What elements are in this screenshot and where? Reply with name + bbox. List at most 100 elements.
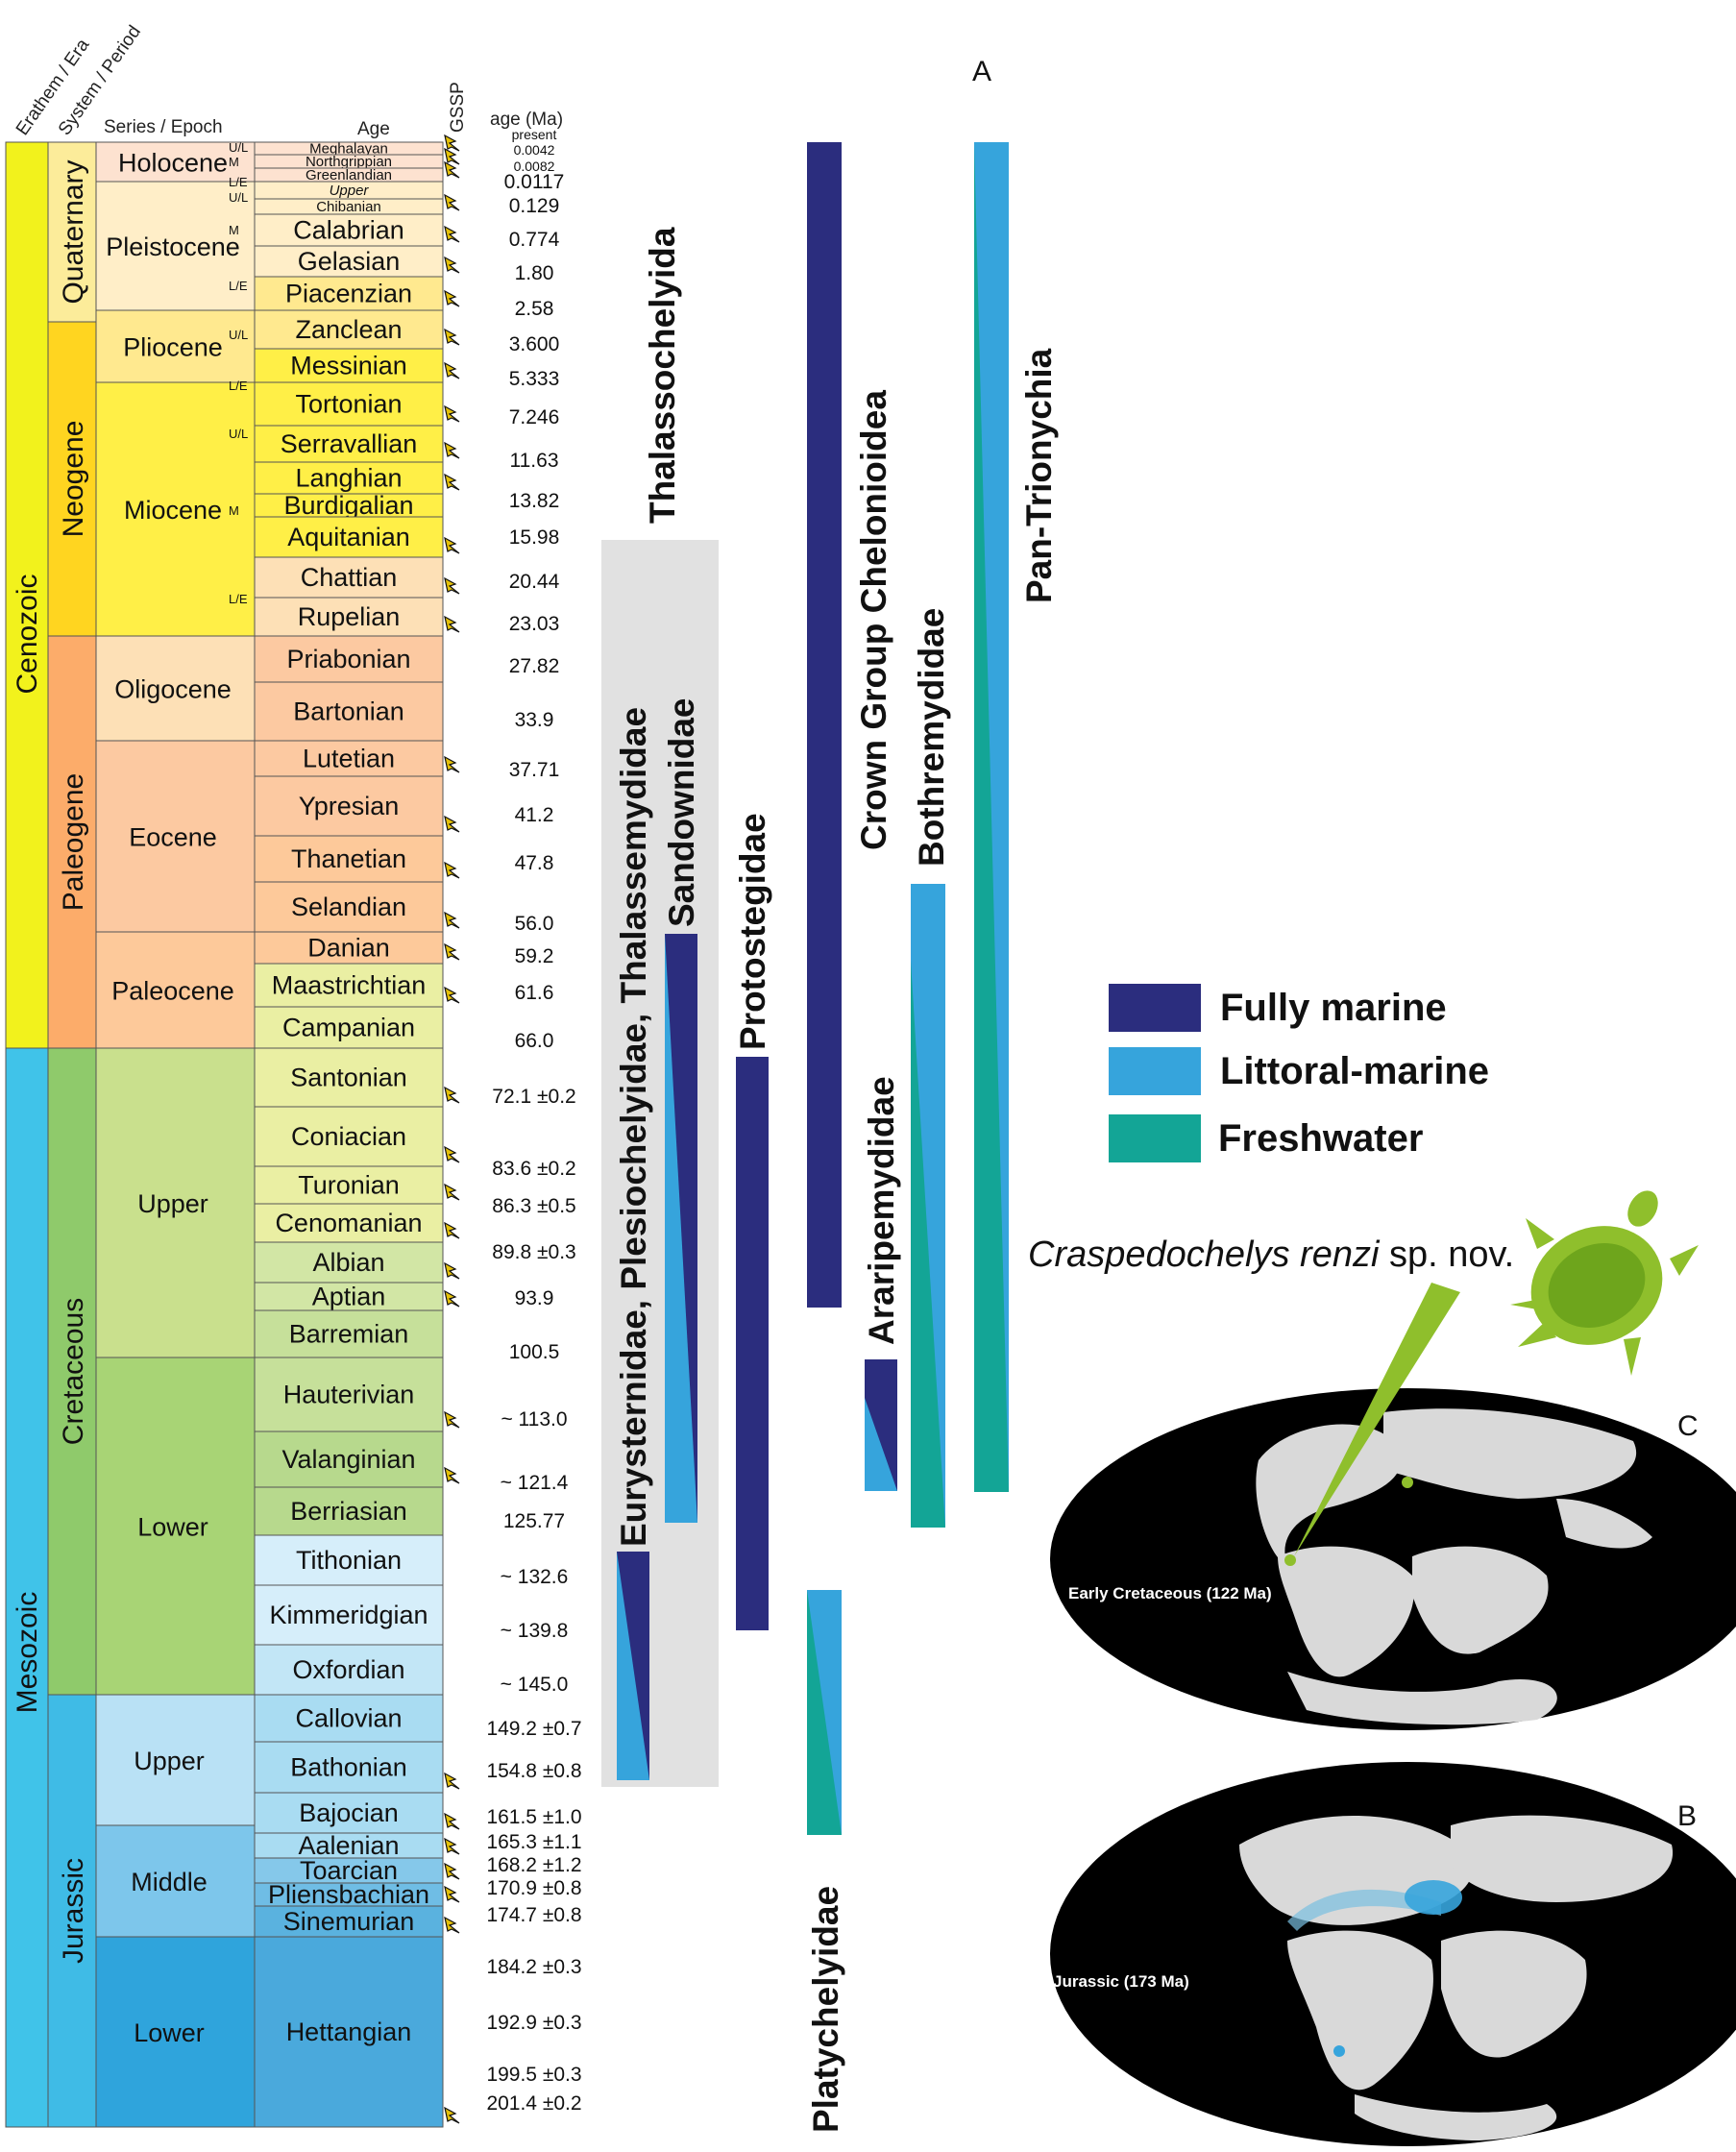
- boundary-age-label: 93.9: [515, 1287, 554, 1309]
- boundary-age-label: 37.71: [509, 759, 560, 781]
- epoch-subdivision-label: L/E: [229, 279, 248, 293]
- epoch-subdivision-label: U/L: [229, 140, 248, 155]
- gssp-spike-icon: [444, 256, 460, 274]
- bar-protostegidae: [736, 1057, 769, 1630]
- age-meghalayan-cell: Meghalayan: [254, 141, 444, 158]
- boundary-age-label: 161.5 ±1.0: [486, 1806, 581, 1828]
- gssp-spike-icon: [444, 160, 460, 179]
- boundary-age-label: ~ 132.6: [501, 1566, 569, 1588]
- epoch-column: Holocene Pleistocene Pliocene Miocene Oligoc…: [95, 140, 256, 2128]
- age-coniacian-cell: Coniacian: [254, 1106, 444, 1167]
- header-age-ma: age (Ma): [490, 110, 563, 130]
- age-column: MeghalayanNorthgrippianGreenlandianUpper…: [254, 141, 444, 2128]
- epoch-pliocene-cell: Pliocene: [95, 309, 256, 383]
- legend-swatch-freshwater: [1109, 1114, 1201, 1162]
- epoch-pleistocene-cell: Pleistocene: [95, 181, 256, 311]
- boundary-age-label: present: [512, 127, 557, 142]
- bar-eurysternidae: [617, 1552, 649, 1780]
- age-selandian-cell: Selandian: [254, 881, 444, 933]
- panel-label-a: A: [972, 56, 991, 87]
- gssp-spike-icon: [444, 1410, 460, 1429]
- period-jurassic-cell: Jurassic: [47, 1694, 97, 2128]
- header-gssp: GSSP: [448, 82, 468, 133]
- age-label-albian: Albian: [312, 1248, 384, 1277]
- gssp-spike-icon: [444, 1183, 460, 1201]
- epoch-label-oligocene: Oligocene: [114, 675, 232, 704]
- age-label-aptian: Aptian: [312, 1283, 386, 1311]
- era-column: Cenozoic Mesozoic: [5, 141, 49, 2128]
- boundary-age-label: 168.2 ±1.2: [486, 1854, 581, 1876]
- boundary-age-label: ~ 139.8: [501, 1620, 569, 1642]
- period-quaternary-cell: Quaternary: [47, 141, 97, 323]
- age-lutetian-cell: Lutetian: [254, 740, 444, 777]
- era-mesozoic-cell: Mesozoic: [5, 1047, 49, 2128]
- period-paleogene-cell: Paleogene: [47, 635, 97, 1049]
- gssp-spike-icon: [444, 942, 460, 961]
- epoch-label-lower: Lower: [137, 1513, 208, 1542]
- clade-araripemydidae: Araripemydidae: [862, 1076, 901, 1345]
- epoch-subdivision-label: L/E: [229, 592, 248, 606]
- epoch-upper-cell: Upper: [95, 1694, 256, 1826]
- boundary-age-label: 3.600: [509, 333, 560, 355]
- age-label-bajocian: Bajocian: [299, 1798, 399, 1827]
- gssp-spike-icon: [444, 861, 460, 879]
- gssp-spike-icon: [444, 1837, 460, 1855]
- period-label-cretaceous: Cretaceous: [58, 1298, 89, 1445]
- bar-platychelyidae: [807, 1590, 842, 1835]
- boundary-age-label: 7.246: [509, 406, 560, 428]
- age-label-thanetian: Thanetian: [291, 844, 406, 873]
- boundary-age-label: 23.03: [509, 613, 560, 635]
- age-label-burdigalian: Burdigalian: [283, 491, 413, 520]
- gssp-spike-icon: [444, 328, 460, 346]
- gssp-spike-icon: [444, 361, 460, 379]
- age-aquitanian-cell: Aquitanian: [254, 516, 444, 558]
- gssp-spike-icon: [444, 1221, 460, 1239]
- gssp-spike-icon: [444, 911, 460, 929]
- period-label-neogene: Neogene: [58, 421, 89, 538]
- epoch-subdivision-label: L/E: [229, 379, 248, 393]
- age-berriasian-cell: Berriasian: [254, 1486, 444, 1536]
- gssp-spike-icon: [444, 1885, 460, 1903]
- age-chibanian-cell: Chibanian: [254, 198, 444, 215]
- boundary-age-label: 47.8: [515, 852, 554, 874]
- age-toarcian-cell: Toarcian: [254, 1856, 444, 1885]
- age-label-chibanian: Chibanian: [316, 199, 381, 215]
- age-label-valanginian: Valanginian: [281, 1445, 415, 1474]
- age-upper-cell: Upper: [254, 181, 444, 200]
- age-langhian-cell: Langhian: [254, 461, 444, 495]
- age-label-northgrippian: Northgrippian: [306, 154, 392, 170]
- boundary-age-label: 165.3 ±1.1: [486, 1831, 581, 1853]
- boundary-age-label: 27.82: [509, 655, 560, 677]
- age-label-hettangian: Hettangian: [286, 2018, 412, 2046]
- gssp-spike-icon: [444, 147, 460, 165]
- gssp-spike-icon: [444, 289, 460, 307]
- epoch-lower-cell: Lower: [95, 1936, 256, 2128]
- age-tithonian-cell: Tithonian: [254, 1534, 444, 1586]
- age-thanetian-cell: Thanetian: [254, 835, 444, 883]
- boundary-age-label: 83.6 ±0.2: [492, 1158, 575, 1180]
- gssp-spike-icon: [444, 1772, 460, 1790]
- map-label-jurassic: Jurassic (173 Ma): [1053, 1972, 1189, 1991]
- age-barremian-cell: Barremian: [254, 1309, 444, 1358]
- epoch-subdivision-label: U/L: [229, 427, 248, 441]
- age-label-oxfordian: Oxfordian: [292, 1655, 404, 1684]
- age-albian-cell: Albian: [254, 1241, 444, 1284]
- boundary-age-label: 13.82: [509, 490, 560, 512]
- age-label-tithonian: Tithonian: [296, 1546, 402, 1575]
- gssp-column: [444, 134, 460, 2124]
- gssp-spike-icon: [444, 134, 460, 152]
- map-jurassic: Jurassic (173 Ma): [1050, 1762, 1736, 2146]
- age-hettangian-cell: Hettangian: [254, 1936, 444, 2128]
- age-bathonian-cell: Bathonian: [254, 1741, 444, 1794]
- gssp-spike-icon: [444, 755, 460, 773]
- epoch-upper-cell: Upper: [95, 1047, 256, 1358]
- boundary-age-label: 11.63: [510, 450, 559, 472]
- boundary-age-label: 0.0042: [514, 142, 555, 158]
- age-label-kimmeridgian: Kimmeridgian: [269, 1601, 428, 1629]
- boundary-age-label: 0.774: [509, 229, 560, 251]
- clade-thalassochelyida: Thalassochelyida: [643, 227, 682, 524]
- age-label-barremian: Barremian: [289, 1320, 409, 1349]
- epoch-subdivision-label: U/L: [229, 190, 248, 205]
- boundary-age-label: 20.44: [509, 571, 560, 593]
